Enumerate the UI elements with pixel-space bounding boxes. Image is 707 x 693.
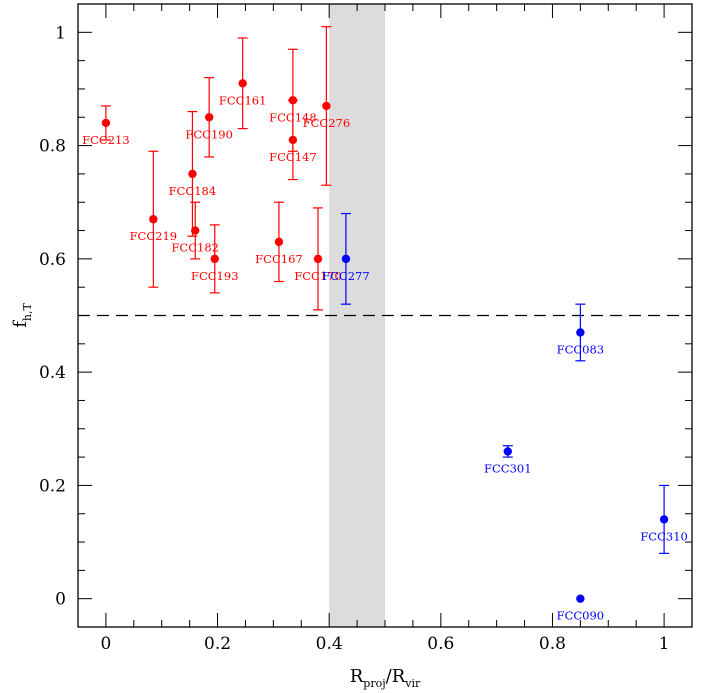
data-point [576,594,585,603]
x-tick-label: 0.6 [427,634,454,654]
y-tick-label: 0.4 [39,363,66,383]
axis-ticks-layer: 0 0.2 0.4 0.6 0.8 1 0 0.2 0.4 0.6 0.8 1 [39,4,692,654]
data-point [149,215,158,224]
data-points-layer: FCC213 FCC219 FCC184 FCC182 FCC190 FCC193 FCC1… [82,26,688,623]
x-axis-label-sub1: proj [363,677,385,690]
data-point [188,169,197,179]
data-label: FCC276 [303,116,351,130]
data-label: FCC310 [640,529,688,543]
data-point-group: FCC219 [130,150,178,288]
shaded-band [329,4,385,627]
data-point [576,328,585,337]
data-point-group: FCC213 [82,105,130,147]
y-tick-label: 0.6 [39,250,66,270]
data-point-group: FCC276 [303,26,351,186]
data-label: FCC277 [322,269,370,283]
data-point-group: FCC170 [294,207,342,311]
data-point-group: FCC083 [557,303,605,362]
data-label: FCC184 [169,184,217,198]
x-axis-label-sub2: vir [404,677,421,690]
y-axis-label: fh,T [10,303,34,328]
y-axis-label-sub: h,T [21,303,34,322]
y-tick-label: 0.2 [39,476,66,496]
shaded-band-layer [329,4,385,627]
data-point [322,101,331,111]
x-axis-label-main: R [350,666,364,687]
data-point-group: FCC277 [322,212,370,305]
data-point-group: FCC090 [557,594,605,623]
data-label: FCC213 [82,133,130,147]
data-label: FCC147 [269,150,317,164]
data-point [191,226,200,235]
data-label: FCC190 [185,127,233,141]
data-point [210,254,219,264]
data-point-group: FCC301 [484,445,532,475]
data-point-group: FCC190 [185,77,233,158]
data-label: FCC219 [130,229,178,243]
x-axis-label: Rproj/Rvir [350,666,421,690]
data-label: FCC167 [255,252,303,266]
data-point [101,118,111,128]
data-label: FCC083 [557,342,605,356]
data-point [288,135,298,145]
x-tick-label: 0.4 [316,634,343,654]
data-point-group: FCC161 [219,37,267,130]
data-point [341,254,351,264]
data-point-group: FCC193 [191,224,239,294]
data-point [503,447,512,456]
y-axis-label-main: f [10,320,31,328]
data-label: FCC161 [219,93,267,107]
data-point-group: FCC147 [269,99,317,181]
y-tick-label: 0 [55,590,66,610]
data-point [204,113,214,122]
data-point [659,515,669,524]
x-tick-label: 0 [100,634,111,654]
data-point-group: FCC182 [171,201,219,260]
data-label: FCC182 [171,241,219,255]
x-tick-label: 0.2 [204,634,231,654]
data-point [313,254,323,264]
data-point-group: FCC310 [640,484,688,554]
data-point-group: FCC167 [255,201,303,283]
data-label: FCC170 [294,269,342,283]
data-label: FCC090 [557,609,605,623]
data-label: FCC193 [191,269,239,283]
y-tick-label: 1 [55,23,66,43]
data-point [274,237,284,247]
x-tick-label: 1 [659,634,670,654]
x-axis-label-sep: /R [386,666,406,687]
y-tick-label: 0.8 [39,137,66,157]
data-label: FCC301 [484,461,532,475]
x-tick-label: 0.8 [539,634,566,654]
data-point [238,79,247,88]
